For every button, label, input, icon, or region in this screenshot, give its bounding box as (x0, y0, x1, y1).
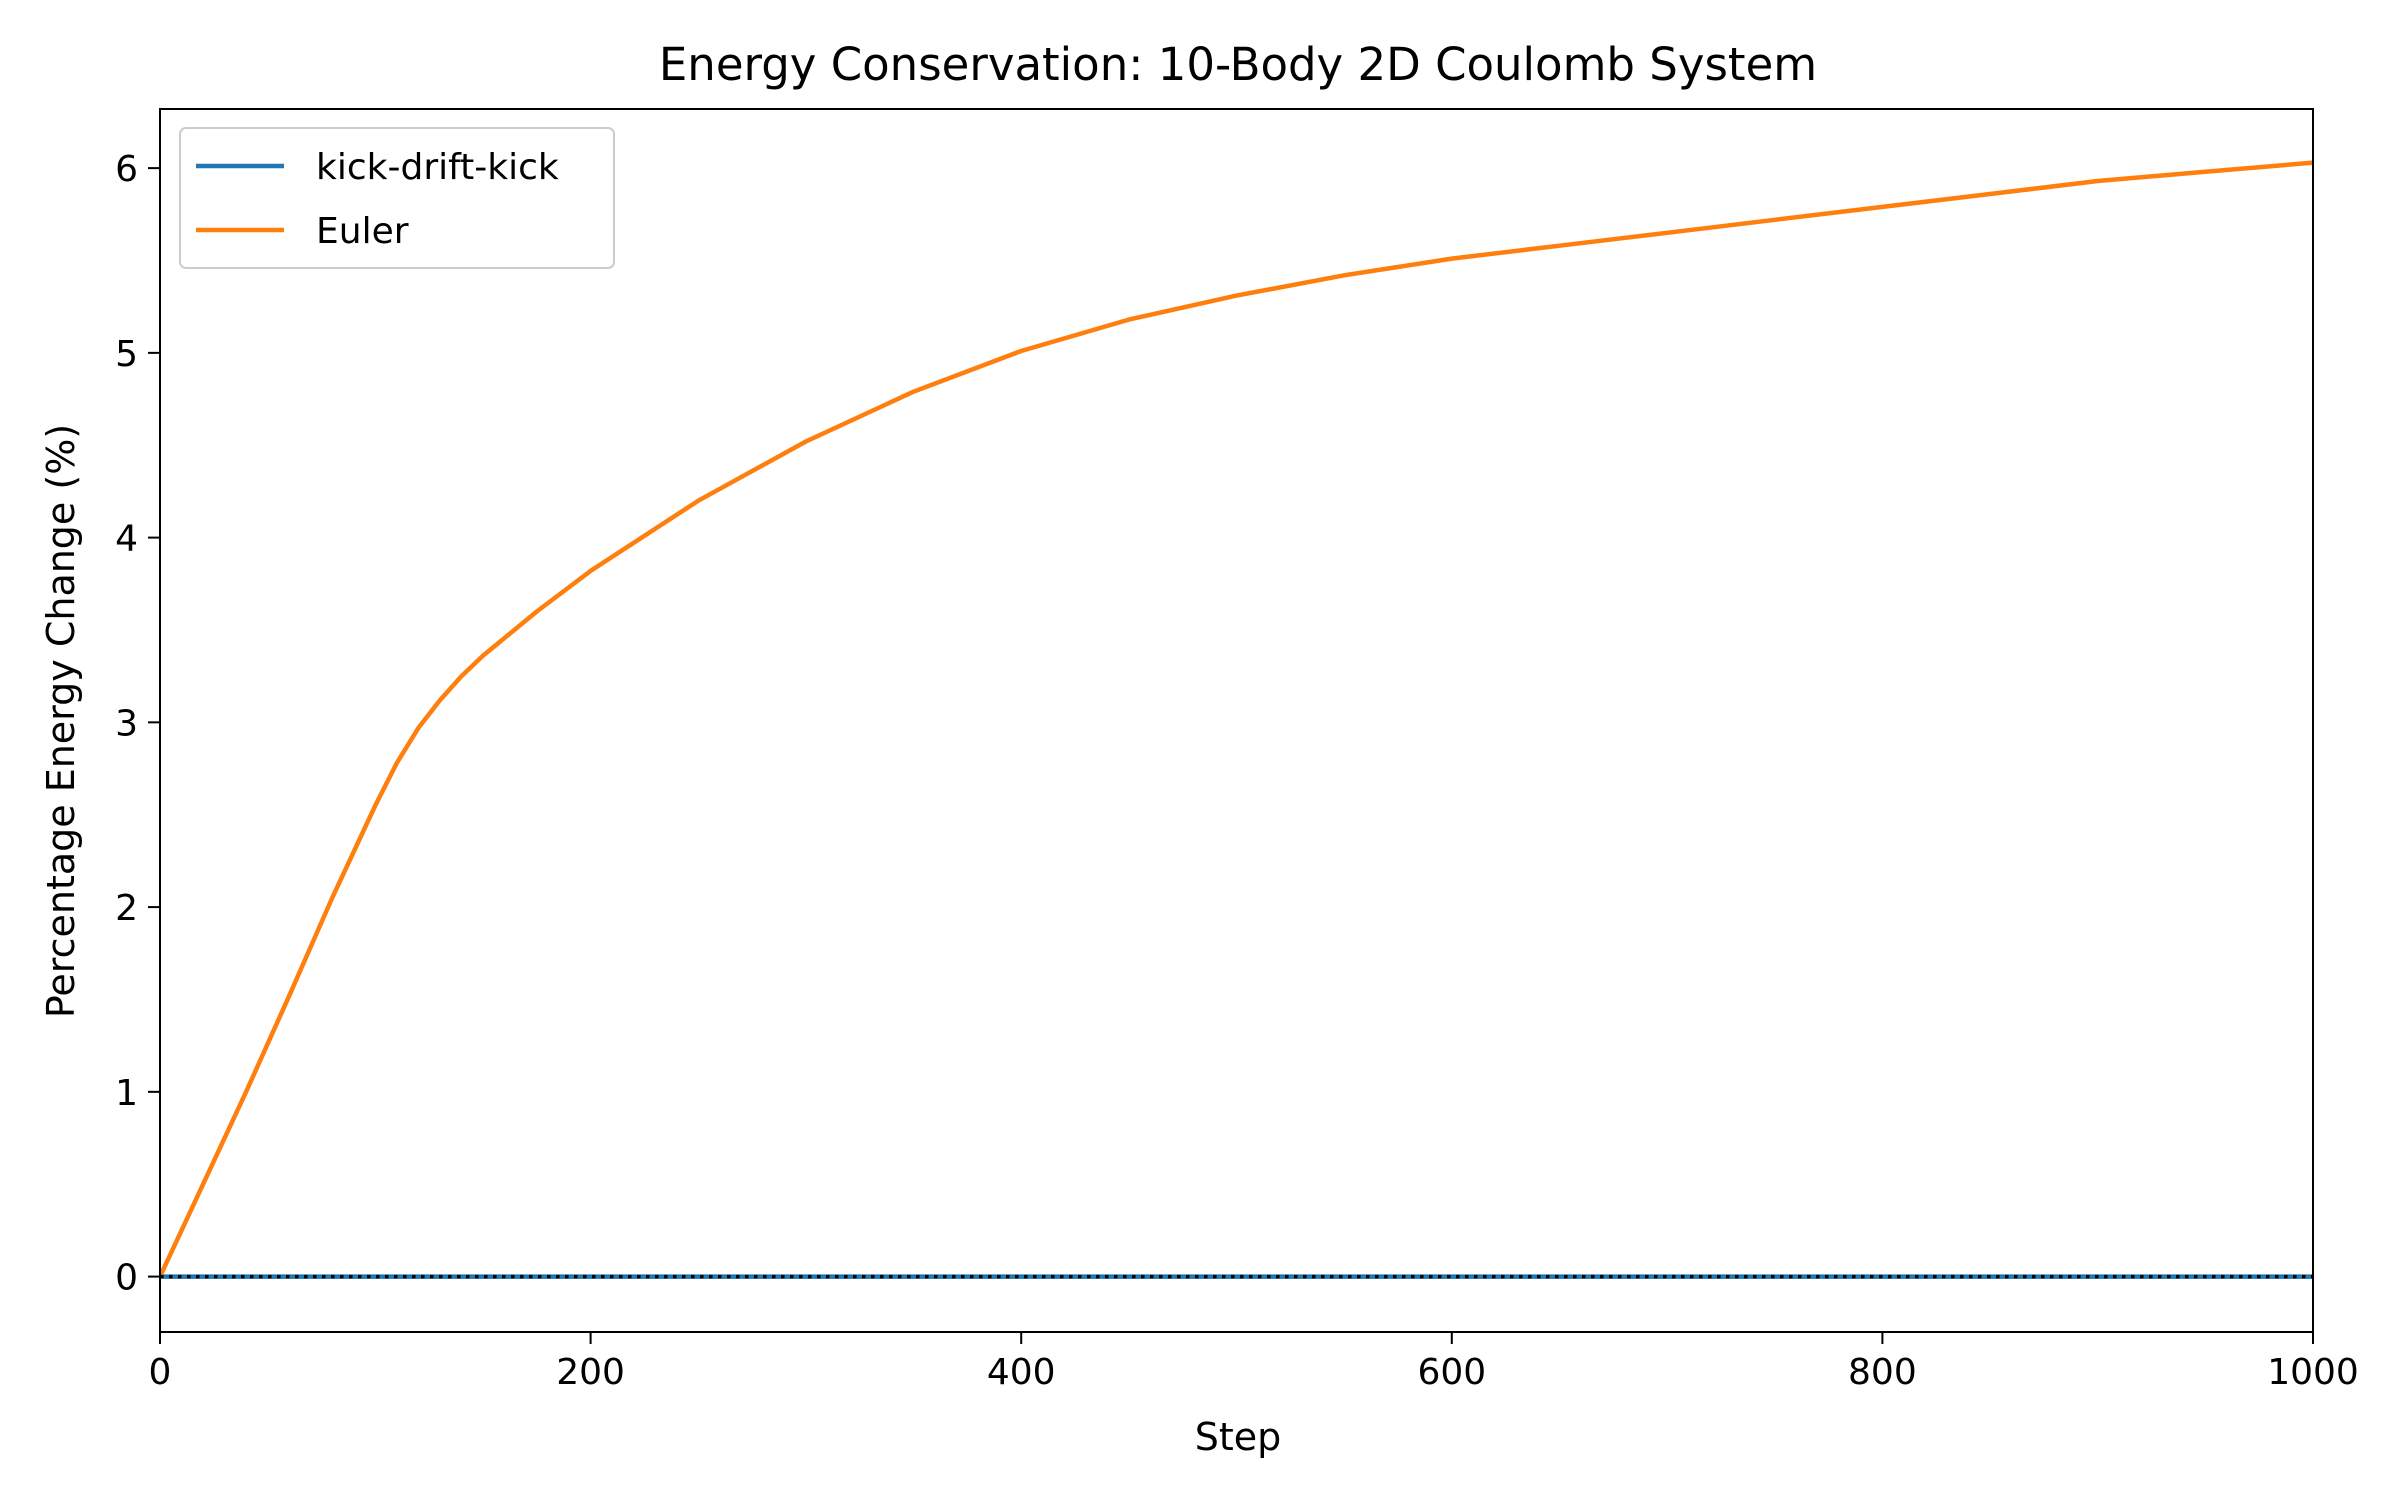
y-tick-label: 4 (115, 519, 138, 560)
y-tick-label: 2 (115, 888, 138, 929)
x-tick-label: 0 (149, 1352, 172, 1393)
x-tick-label: 800 (1848, 1352, 1917, 1393)
y-tick-label: 0 (115, 1258, 138, 1299)
legend-box (179, 127, 615, 269)
axes-frame (159, 108, 2314, 1333)
plot-area (160, 160, 2313, 1279)
y-tick-label: 1 (115, 1073, 138, 1114)
legend-label: Euler (316, 211, 409, 252)
x-axis-label: Step (1195, 1415, 1282, 1459)
axes: 0 200 400 600 800 1000 0 1 2 3 4 5 6 (115, 108, 2359, 1393)
y-tick-label: 5 (115, 334, 138, 375)
y-axis-label: Percentage Energy Change (%) (39, 424, 83, 1018)
plot-series-group (160, 160, 2313, 1279)
y-tick-label: 3 (115, 703, 138, 744)
legend-label: kick-drift-kick (316, 147, 559, 188)
chart-title: Energy Conservation: 10-Body 2D Coulomb … (659, 38, 1817, 91)
legend: kick-drift-kick Euler (179, 127, 615, 269)
y-tick-label: 6 (115, 149, 138, 190)
x-tick-label: 1000 (2267, 1352, 2359, 1393)
x-tick-label: 600 (1417, 1352, 1486, 1393)
x-tick-label: 200 (556, 1352, 625, 1393)
x-tick-label: 400 (987, 1352, 1056, 1393)
series-line-euler (160, 160, 2313, 1278)
